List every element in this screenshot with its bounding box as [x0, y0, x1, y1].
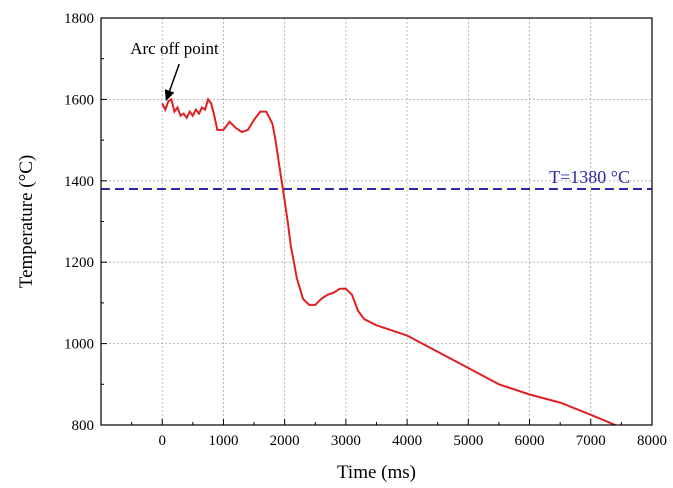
x-tick-label: 1000	[208, 433, 238, 449]
x-tick-label: 2000	[270, 433, 300, 449]
y-tick-label: 1800	[64, 11, 94, 27]
y-ticks: 800 1000 1200 1400 1600 1800	[64, 11, 107, 434]
y-tick-label: 800	[72, 418, 95, 434]
x-tick-label: 4000	[392, 433, 422, 449]
data-series	[161, 97, 616, 426]
y-tick-label: 1000	[64, 337, 94, 353]
plot-frame	[100, 17, 653, 426]
x-tick-label: 8000	[637, 433, 667, 449]
x-tick-label: 6000	[515, 433, 545, 449]
x-ticks: 0 1000 2000 3000 4000 5000 6000 7000 8000	[131, 419, 667, 449]
reference-line-label: T=1380 °C	[549, 167, 630, 187]
x-axis-title: Time (ms)	[337, 462, 416, 483]
y-tick-label: 1600	[64, 92, 94, 108]
y-axis-title: Temperature (°C)	[16, 155, 37, 288]
y-tick-label: 1400	[64, 174, 94, 190]
annotation: Arc off point	[130, 39, 219, 102]
x-tick-label: 3000	[331, 433, 361, 449]
y-tick-label: 1200	[64, 255, 94, 271]
x-tick-label: 7000	[576, 433, 606, 449]
x-tick-label: 5000	[453, 433, 483, 449]
arrow-head-icon	[164, 89, 175, 102]
reference-line-group: T=1380 °C	[101, 167, 652, 190]
x-tick-label: 0	[158, 433, 166, 449]
annotation-text: Arc off point	[130, 39, 219, 58]
temperature-line	[161, 97, 616, 426]
grid	[101, 18, 652, 425]
